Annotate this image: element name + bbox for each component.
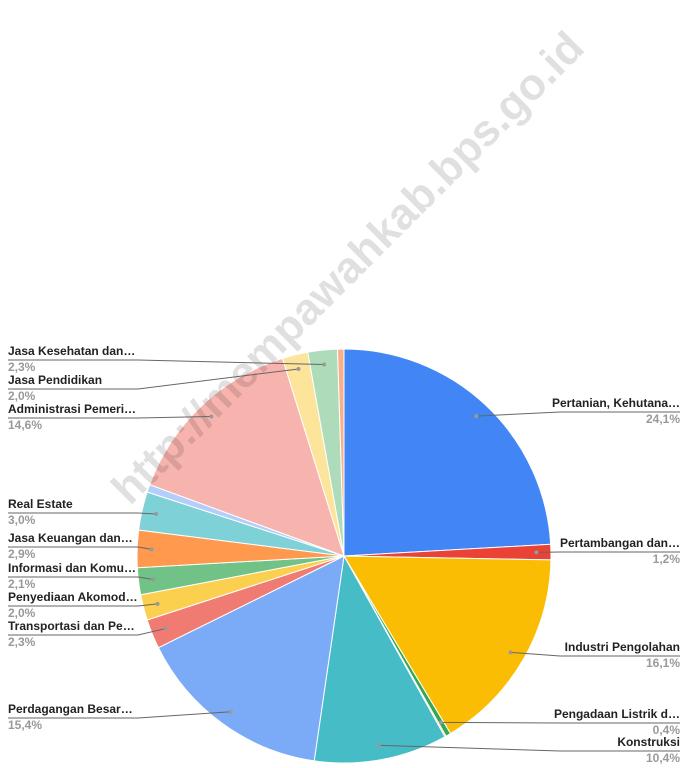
slice-value: 24,1% — [646, 412, 680, 426]
leader-dot — [296, 366, 301, 371]
slice-label: Informasi dan Komu… — [8, 561, 136, 575]
pie-slice — [313, 554, 446, 764]
leader-line — [8, 512, 157, 515]
leader-line — [8, 603, 158, 607]
leader-dot — [438, 720, 443, 725]
leader-line — [8, 628, 166, 636]
leader-line — [440, 721, 680, 724]
slice-value: 15,4% — [8, 718, 42, 732]
leader-line — [8, 711, 231, 719]
leader-dot — [508, 650, 513, 655]
slice-label: Konstruksi — [617, 735, 680, 749]
slice-value: 16,1% — [646, 656, 680, 670]
leader-line — [8, 359, 325, 366]
slice-label: Perdagangan Besar… — [8, 702, 133, 716]
slice-value: 2,0% — [8, 389, 36, 403]
pie-slice — [149, 357, 345, 557]
leader-line — [378, 744, 680, 752]
slice-value: 0,4% — [653, 723, 681, 737]
leader-dot — [209, 414, 214, 419]
slice-label: Transportasi dan Pe… — [8, 619, 135, 633]
slice-value: 1,2% — [653, 552, 681, 566]
slice-value: 10,4% — [646, 751, 680, 765]
slice-value: 2,3% — [8, 635, 36, 649]
slice-label: Jasa Keuangan dan… — [8, 531, 133, 545]
slice-value: 2,9% — [8, 547, 36, 561]
leader-line — [8, 576, 154, 581]
leader-line — [510, 651, 680, 657]
slice-value: 3,0% — [8, 513, 36, 527]
leader-dot — [376, 743, 381, 748]
labels: Pertanian, Kehutana… 24,1% Pertambangan da… — [8, 344, 680, 765]
slice-label: Penyediaan Akomod… — [8, 590, 138, 604]
slice-label: Pengadaan Listrik d… — [554, 707, 680, 721]
pie-slice — [157, 555, 345, 762]
leader-dot — [154, 512, 159, 517]
slice-label: Jasa Kesehatan dan… — [8, 344, 135, 358]
leader-dot — [163, 626, 168, 631]
leader-line — [8, 546, 152, 550]
pie-slice — [343, 348, 552, 557]
slice-label: Real Estate — [8, 497, 73, 511]
slice-value: 2,3% — [8, 360, 36, 374]
pie-slice — [336, 348, 345, 557]
slice-label: Industri Pengolahan — [565, 640, 680, 654]
leader-line — [8, 368, 299, 390]
leader-dot — [322, 362, 327, 367]
slice-label: Pertambangan dan… — [560, 536, 680, 550]
leader-line — [476, 411, 680, 417]
leader-dot — [534, 550, 539, 555]
slice-value: 2,1% — [8, 577, 36, 591]
slice-value: 14,6% — [8, 418, 42, 432]
slice-value: 2,0% — [8, 606, 36, 620]
leader-dot — [474, 414, 479, 419]
slice-label: Administrasi Pemeri… — [8, 402, 136, 416]
leader-dot — [149, 547, 154, 552]
slice-label: Pertanian, Kehutana… — [552, 396, 680, 410]
leader-dot — [150, 577, 155, 582]
leader-dot — [228, 709, 233, 714]
leader-line — [8, 415, 212, 419]
slices — [136, 348, 552, 764]
leader-dot — [155, 601, 160, 606]
slice-label: Jasa Pendidikan — [8, 373, 102, 387]
